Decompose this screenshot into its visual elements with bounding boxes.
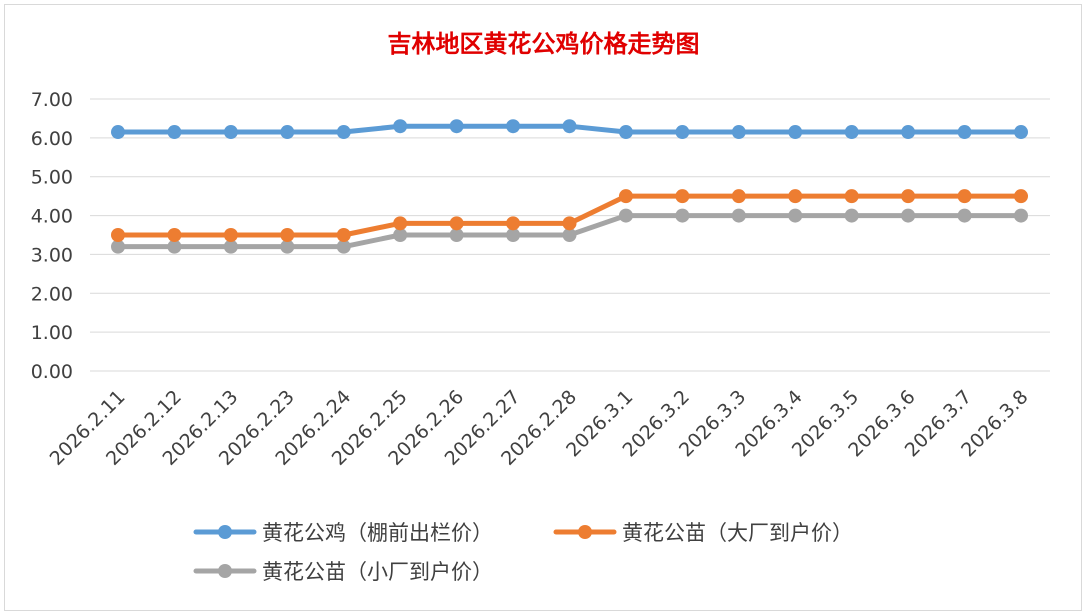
data-point xyxy=(562,119,577,134)
data-point xyxy=(449,216,464,231)
series-3 xyxy=(111,208,1028,254)
data-point xyxy=(675,189,690,204)
legend-label: 黄花公苗（小厂到户价） xyxy=(262,560,493,584)
data-point xyxy=(844,189,859,204)
legend: 黄花公鸡（棚前出栏价） 黄花公苗（大厂到户价） 黄花公苗（小厂到户价） xyxy=(193,521,853,584)
y-axis-ticks: 0.00 1.00 2.00 3.00 4.00 5.00 6.00 7.00 xyxy=(31,89,73,383)
data-point xyxy=(111,239,125,254)
data-point xyxy=(449,228,464,242)
series-1 xyxy=(111,119,1028,140)
data-point xyxy=(731,125,746,140)
data-point xyxy=(901,189,916,204)
data-point xyxy=(167,239,182,254)
gridlines xyxy=(90,98,1050,372)
data-point xyxy=(393,216,408,231)
data-point xyxy=(223,125,238,140)
legend-swatch-marker xyxy=(578,525,592,539)
data-point xyxy=(111,125,125,140)
y-tick-label: 7.00 xyxy=(31,89,73,111)
data-point xyxy=(393,228,408,242)
series-lines xyxy=(111,119,1028,254)
y-tick-label: 2.00 xyxy=(31,283,73,305)
data-point xyxy=(788,125,803,140)
data-point xyxy=(506,119,521,134)
data-point xyxy=(788,208,803,223)
data-point xyxy=(731,208,746,223)
data-point xyxy=(506,228,521,242)
chart-title: 吉林地区黄花公鸡价格走势图 xyxy=(387,29,700,58)
legend-item: 黄花公苗（大厂到户价） xyxy=(553,521,853,545)
legend-item: 黄花公鸡（棚前出栏价） xyxy=(193,521,493,545)
data-point xyxy=(336,239,351,254)
y-tick-label: 6.00 xyxy=(31,128,73,150)
legend-swatch-marker xyxy=(218,525,232,539)
data-point xyxy=(1014,189,1028,204)
legend-item: 黄花公苗（小厂到户价） xyxy=(193,560,493,584)
data-point xyxy=(393,119,408,134)
data-point xyxy=(788,189,803,204)
data-point xyxy=(223,239,238,254)
data-point xyxy=(618,208,633,223)
data-point xyxy=(957,125,972,140)
data-point xyxy=(111,228,125,242)
legend-label: 黄花公鸡（棚前出栏价） xyxy=(262,521,493,545)
y-tick-label: 4.00 xyxy=(31,206,73,228)
data-point xyxy=(336,125,351,140)
chart-frame xyxy=(4,4,1082,611)
legend-swatch-marker xyxy=(218,564,232,578)
data-point xyxy=(901,125,916,140)
legend-label: 黄花公苗（大厂到户价） xyxy=(622,521,853,545)
series-2 xyxy=(111,189,1028,242)
data-point xyxy=(618,189,633,204)
data-point xyxy=(844,125,859,140)
data-point xyxy=(562,228,577,242)
data-point xyxy=(449,119,464,134)
y-tick-label: 3.00 xyxy=(31,244,73,266)
data-point xyxy=(223,228,238,242)
data-point xyxy=(280,228,295,242)
y-tick-label: 0.00 xyxy=(31,361,73,383)
data-point xyxy=(1014,125,1028,140)
data-point xyxy=(957,208,972,223)
data-point xyxy=(280,125,295,140)
data-point xyxy=(506,216,521,231)
data-point xyxy=(167,125,182,140)
data-point xyxy=(901,208,916,223)
data-point xyxy=(844,208,859,223)
data-point xyxy=(957,189,972,204)
data-point xyxy=(1014,208,1028,223)
y-tick-label: 1.00 xyxy=(31,322,73,344)
x-axis-ticks: 2026.2.112026.2.122026.2.132026.2.232026… xyxy=(46,386,1033,470)
data-point xyxy=(618,125,633,140)
data-point xyxy=(675,208,690,223)
data-point xyxy=(167,228,182,242)
data-point xyxy=(675,125,690,140)
data-point xyxy=(731,189,746,204)
data-point xyxy=(336,228,351,242)
y-tick-label: 5.00 xyxy=(31,167,73,189)
data-point xyxy=(280,239,295,254)
data-point xyxy=(562,216,577,231)
